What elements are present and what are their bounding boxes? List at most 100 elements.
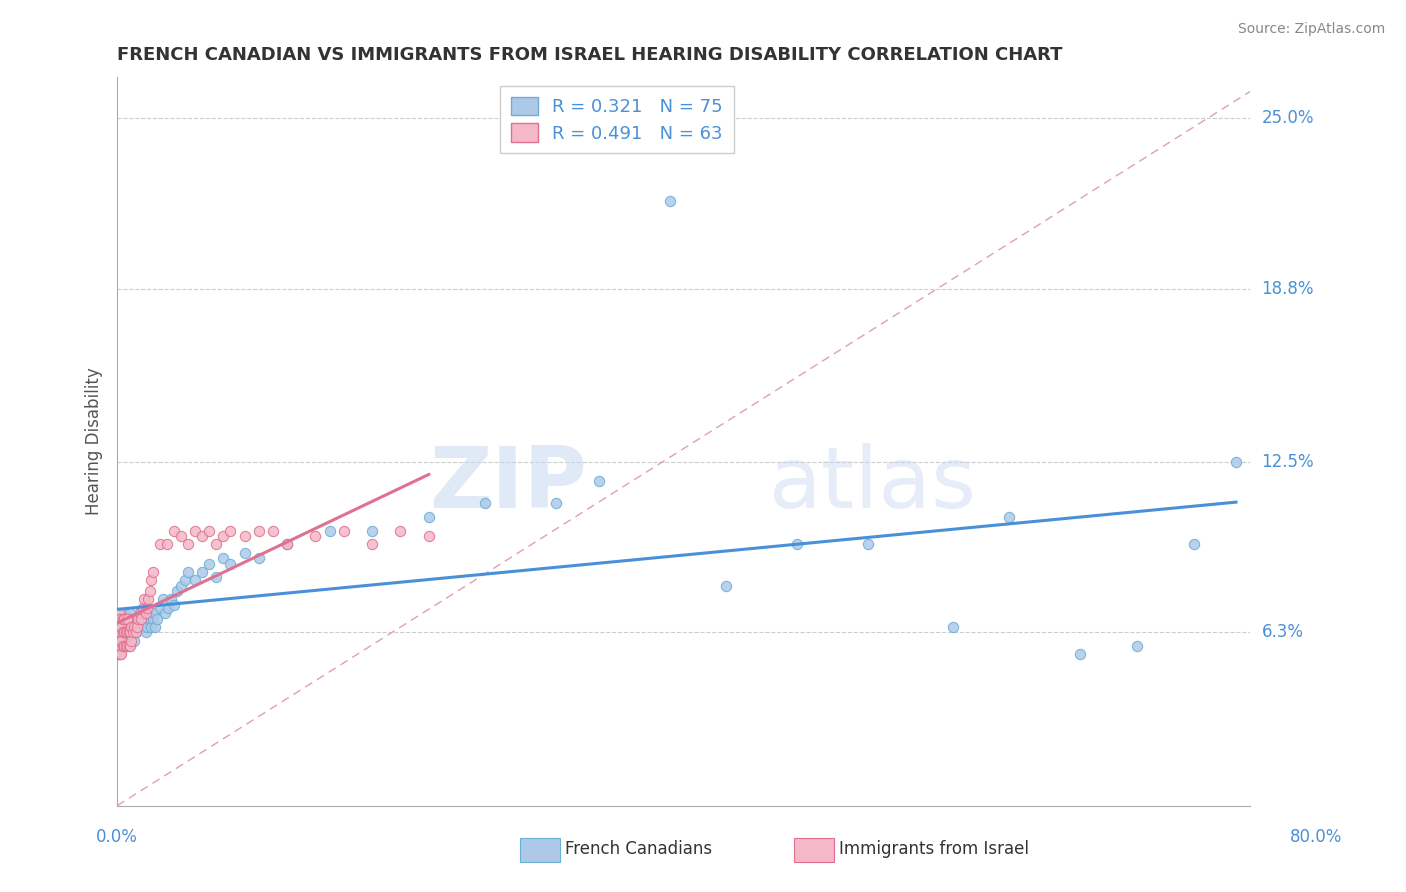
Point: [118, 639, 141, 653]
Point: [112, 606, 135, 620]
Point: [111, 628, 134, 642]
Point: [107, 648, 129, 662]
Point: [117, 625, 139, 640]
Point: [114, 612, 136, 626]
Point: [107, 606, 129, 620]
Point: [110, 633, 132, 648]
Point: [117, 639, 139, 653]
Point: [212, 529, 235, 543]
Point: [124, 620, 146, 634]
Point: [149, 600, 172, 615]
Point: [125, 612, 148, 626]
Point: [276, 537, 298, 551]
Text: ZIP: ZIP: [430, 443, 588, 526]
Point: [111, 612, 134, 626]
Text: 12.5%: 12.5%: [1261, 453, 1315, 471]
Point: [361, 524, 384, 538]
Point: [588, 474, 610, 488]
Point: [110, 639, 132, 653]
Text: Immigrants from Israel: Immigrants from Israel: [839, 840, 1029, 858]
Point: [170, 529, 193, 543]
Point: [131, 600, 153, 615]
Point: [108, 620, 131, 634]
Point: [112, 625, 135, 640]
Point: [333, 524, 356, 538]
Point: [142, 565, 165, 579]
Point: [129, 612, 152, 626]
Point: [108, 625, 131, 640]
Point: [163, 598, 186, 612]
Point: [127, 612, 149, 626]
Point: [198, 524, 221, 538]
Point: [166, 584, 188, 599]
Point: [125, 620, 148, 634]
Point: [124, 625, 146, 640]
Point: [184, 524, 207, 538]
Point: [114, 620, 136, 634]
Point: [219, 557, 242, 571]
Point: [139, 612, 162, 626]
Point: [856, 537, 879, 551]
Point: [276, 537, 298, 551]
Point: [233, 529, 256, 543]
Point: [110, 620, 132, 634]
Text: 25.0%: 25.0%: [1261, 109, 1315, 128]
Point: [118, 606, 141, 620]
Point: [111, 639, 134, 653]
Point: [304, 529, 326, 543]
Point: [112, 625, 135, 640]
Point: [474, 496, 496, 510]
Point: [131, 620, 153, 634]
Text: Source: ZipAtlas.com: Source: ZipAtlas.com: [1237, 22, 1385, 37]
Text: atlas: atlas: [769, 443, 977, 526]
Point: [132, 612, 155, 626]
Point: [1182, 537, 1205, 551]
Point: [1069, 648, 1091, 662]
Point: [174, 573, 197, 587]
Point: [115, 639, 138, 653]
Point: [121, 625, 143, 640]
Point: [361, 537, 384, 551]
Point: [115, 612, 138, 626]
Text: 0.0%: 0.0%: [96, 828, 138, 846]
Point: [110, 648, 132, 662]
Legend: R = 0.321   N = 75, R = 0.491   N = 63: R = 0.321 N = 75, R = 0.491 N = 63: [501, 86, 734, 153]
Point: [120, 620, 142, 634]
Point: [136, 620, 159, 634]
Point: [122, 620, 145, 634]
Point: [205, 570, 228, 584]
Text: 80.0%: 80.0%: [1291, 828, 1343, 846]
Point: [138, 592, 160, 607]
Point: [138, 606, 160, 620]
Point: [1225, 455, 1247, 469]
Point: [136, 600, 159, 615]
Point: [205, 537, 228, 551]
Point: [118, 625, 141, 640]
Point: [714, 579, 737, 593]
Point: [111, 612, 134, 626]
Point: [143, 606, 166, 620]
Point: [141, 573, 163, 587]
Point: [156, 537, 179, 551]
Point: [170, 579, 193, 593]
Point: [129, 612, 152, 626]
Point: [134, 606, 156, 620]
Point: [658, 194, 681, 208]
Point: [318, 524, 340, 538]
Point: [418, 509, 440, 524]
Point: [998, 509, 1021, 524]
Point: [160, 592, 183, 607]
Point: [1126, 639, 1149, 653]
Point: [107, 620, 129, 634]
Point: [155, 606, 177, 620]
Point: [152, 592, 174, 607]
Point: [118, 625, 141, 640]
Point: [108, 648, 131, 662]
Text: 6.3%: 6.3%: [1261, 624, 1303, 641]
Point: [112, 639, 135, 653]
Point: [262, 524, 284, 538]
Point: [198, 557, 221, 571]
Point: [122, 612, 145, 626]
Point: [132, 592, 155, 607]
Point: [177, 565, 200, 579]
